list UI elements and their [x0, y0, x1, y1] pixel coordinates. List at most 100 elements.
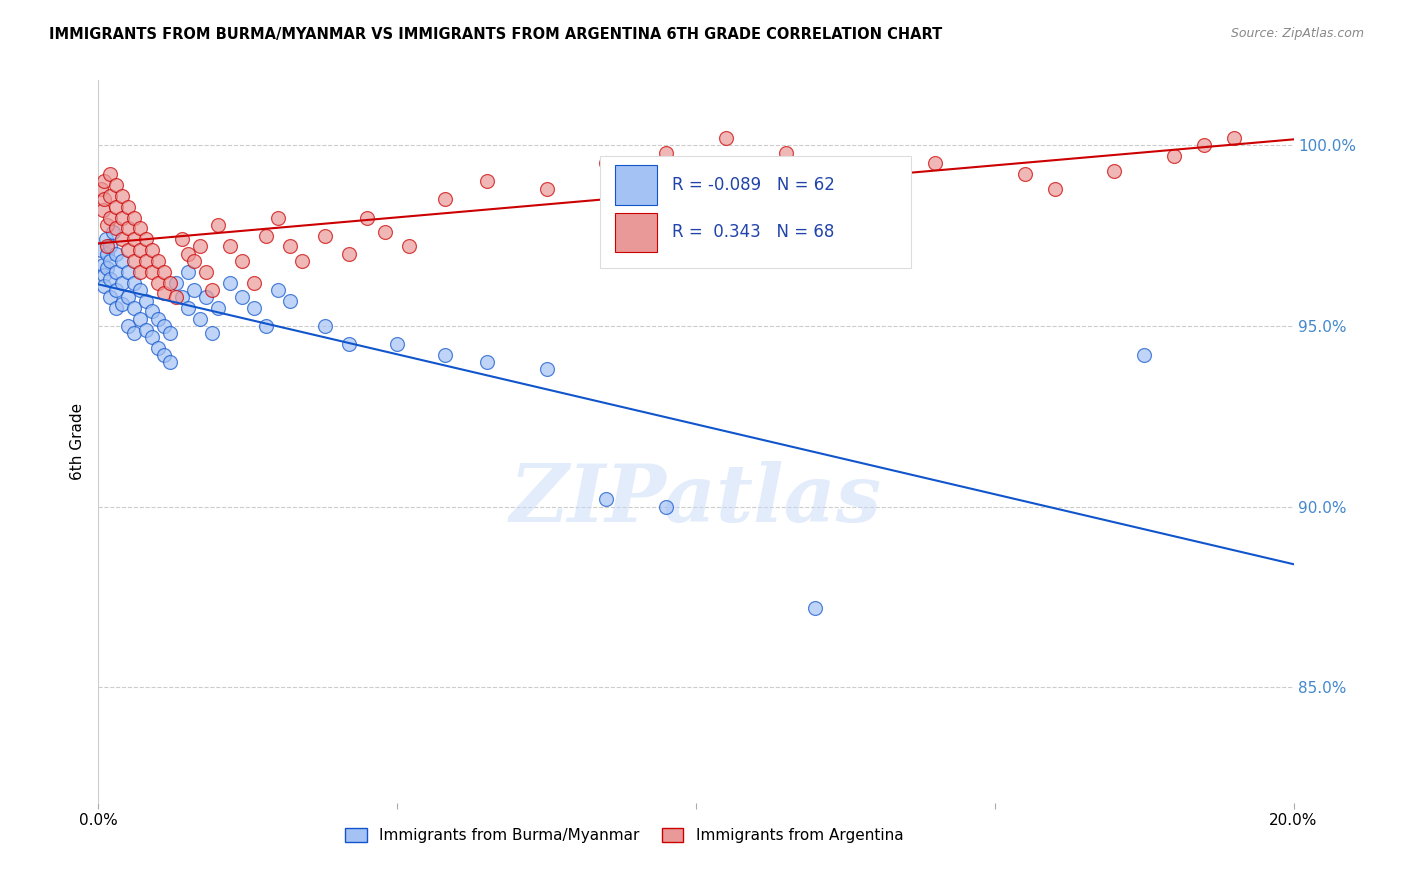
Point: [105, 221, 128, 235]
Point: [148, 276, 170, 290]
Point: [111, 254, 134, 268]
Point: [98, 290, 122, 304]
Point: [117, 290, 139, 304]
Point: [172, 290, 194, 304]
Point: [96, 261, 118, 276]
Point: [111, 276, 134, 290]
Point: [96, 246, 118, 260]
Point: [385, 337, 409, 351]
Point: [339, 246, 361, 260]
Point: [159, 326, 181, 341]
Point: [117, 318, 139, 333]
Point: [93, 268, 115, 283]
Point: [243, 301, 266, 315]
Point: [111, 232, 134, 246]
Point: [98, 167, 122, 181]
Point: [183, 283, 205, 297]
Point: [153, 318, 176, 333]
Point: [141, 265, 163, 279]
Point: [536, 362, 558, 376]
Point: [714, 131, 737, 145]
Point: [177, 301, 200, 315]
Point: [91, 258, 114, 272]
Point: [135, 293, 157, 308]
Point: [1223, 131, 1246, 145]
Point: [219, 276, 242, 290]
Point: [434, 348, 457, 362]
Point: [159, 355, 181, 369]
Point: [90, 182, 112, 196]
Point: [231, 290, 253, 304]
Point: [207, 301, 229, 315]
Point: [278, 293, 301, 308]
Point: [655, 500, 678, 514]
Point: [124, 232, 146, 246]
Point: [94, 232, 117, 246]
Point: [254, 228, 277, 243]
Point: [243, 276, 266, 290]
Point: [254, 318, 277, 333]
Point: [93, 279, 115, 293]
Point: [117, 221, 139, 235]
Point: [111, 189, 134, 203]
Point: [188, 311, 211, 326]
Point: [124, 276, 146, 290]
Point: [98, 254, 122, 268]
Point: [93, 193, 115, 207]
Point: [183, 254, 205, 268]
Legend: Immigrants from Burma/Myanmar, Immigrants from Argentina: Immigrants from Burma/Myanmar, Immigrant…: [339, 822, 910, 849]
Point: [91, 203, 114, 218]
Point: [135, 254, 157, 268]
Point: [775, 145, 797, 160]
Point: [117, 265, 139, 279]
Point: [98, 189, 122, 203]
Bar: [614, 212, 657, 252]
Point: [159, 276, 181, 290]
Point: [219, 239, 242, 253]
Point: [475, 174, 498, 188]
Point: [315, 228, 337, 243]
Point: [1043, 182, 1066, 196]
Point: [231, 254, 253, 268]
Point: [103, 225, 125, 239]
Point: [315, 318, 337, 333]
Point: [153, 348, 176, 362]
Y-axis label: 6th Grade: 6th Grade: [70, 403, 86, 480]
Bar: [614, 165, 657, 204]
Point: [595, 156, 617, 170]
Point: [129, 243, 152, 257]
Point: [105, 301, 128, 315]
Point: [98, 272, 122, 286]
Point: [111, 211, 134, 225]
Point: [398, 239, 420, 253]
Point: [1192, 138, 1215, 153]
Point: [129, 221, 152, 235]
Point: [148, 341, 170, 355]
Point: [165, 276, 187, 290]
Point: [117, 243, 139, 257]
Point: [374, 225, 396, 239]
Point: [111, 297, 134, 311]
Point: [834, 163, 856, 178]
Point: [1014, 167, 1036, 181]
Point: [98, 211, 122, 225]
Point: [148, 254, 170, 268]
Point: [90, 243, 112, 257]
Point: [924, 156, 946, 170]
Point: [98, 239, 122, 253]
Point: [195, 290, 218, 304]
Point: [172, 232, 194, 246]
Point: [434, 193, 457, 207]
Bar: [600, 156, 911, 268]
Point: [291, 254, 314, 268]
Point: [1163, 149, 1185, 163]
Point: [201, 283, 224, 297]
Point: [135, 322, 157, 336]
Point: [207, 218, 229, 232]
Point: [135, 232, 157, 246]
Text: R =  0.343   N = 68: R = 0.343 N = 68: [672, 223, 834, 242]
Point: [141, 243, 163, 257]
Point: [129, 311, 152, 326]
Point: [1133, 348, 1156, 362]
Text: Source: ZipAtlas.com: Source: ZipAtlas.com: [1230, 27, 1364, 40]
